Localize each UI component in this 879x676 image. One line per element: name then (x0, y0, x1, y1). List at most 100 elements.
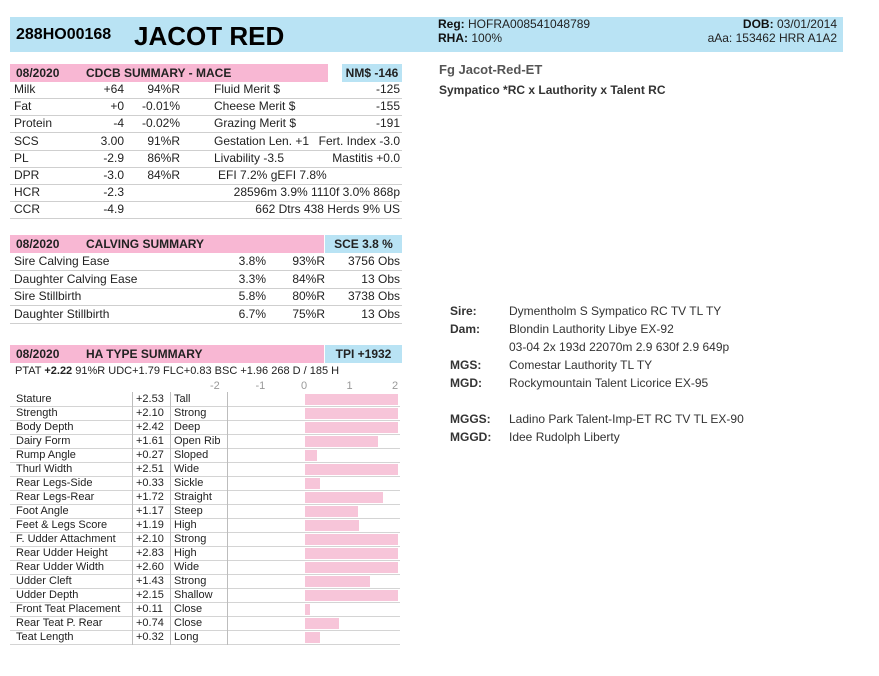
cdcb-trait: PL (14, 150, 29, 165)
tpi-badge: TPI +1932 (325, 345, 402, 363)
type-trait-row: F. Udder Attachment +2.10 Strong (10, 532, 400, 547)
bull-name: JACOT RED (134, 21, 285, 51)
trait-descriptor: Deep (174, 421, 201, 433)
cdcb-row: HCR -2.3 28596m 3.9% 1110f 3.0% 868p (10, 184, 402, 203)
type-trait-row: Rear Udder Height +2.83 High (10, 546, 400, 561)
scale-tick-label: 2 (392, 380, 399, 392)
cdcb-trait: DPR (14, 168, 40, 182)
ptat-value: +2.22 (44, 365, 73, 377)
trait-bar (305, 492, 384, 503)
trait-bar (305, 506, 359, 517)
type-trait-row: Rear Legs-Side +0.33 Sickle (10, 476, 400, 491)
trait-descriptor: High (174, 547, 197, 559)
cdcb-index-label: Gestation Len. +1 (214, 133, 310, 148)
trait-value: +2.10 (136, 533, 164, 545)
trait-name: Stature (16, 393, 52, 405)
calving-pct: 5.8% (238, 289, 266, 303)
calving-rel: 75%R (292, 306, 325, 321)
calving-obs: 3756 Obs (347, 254, 400, 268)
trait-value: +0.11 (136, 603, 164, 615)
cdcb-index-value: Mastitis +0.0 (332, 150, 400, 165)
type-title-bg (10, 345, 324, 363)
trait-value: +2.10 (136, 407, 164, 419)
cdcb-value: +0 (110, 99, 124, 114)
cdcb-index-label: Livability -3.5 (214, 150, 285, 165)
trait-name: Front Teat Placement (16, 603, 121, 615)
trait-bar (305, 562, 399, 573)
registration: Reg: HOFRA008541048789 (438, 18, 590, 31)
cdcb-row: Fat +0 -0.01% Cheese Merit $ -155 (10, 98, 402, 117)
cdcb-trait: CCR (14, 202, 40, 217)
cdcb-rel: 94%R (147, 82, 180, 96)
sce-badge: SCE 3.8 % (325, 235, 402, 253)
calving-pct: 3.8% (238, 254, 266, 268)
trait-descriptor: Strong (174, 575, 207, 587)
trait-bar (305, 534, 399, 545)
trait-descriptor: Close (174, 603, 203, 615)
scale-tick-label: -1 (255, 380, 266, 392)
trait-name: Udder Cleft (16, 575, 72, 587)
trait-value: +1.61 (136, 435, 164, 447)
cdcb-value: -2.3 (103, 185, 124, 200)
pedigree-label: MGD: (450, 376, 482, 390)
cdcb-rel: 84%R (147, 168, 180, 182)
cdcb-trait: Protein (14, 116, 53, 131)
trait-descriptor: Straight (174, 491, 212, 503)
trait-descriptor: Wide (174, 561, 200, 573)
trait-bar (305, 464, 399, 475)
trait-name: Teat Length (16, 631, 74, 643)
calving-pct: 3.3% (238, 271, 266, 286)
rha-value: 100% (471, 31, 503, 45)
cdcb-index-value: -125 (375, 82, 400, 96)
cdcb-title-bar: NM$ -146 08/2020 CDCB SUMMARY - MACE (10, 64, 402, 82)
dob-value: 03/01/2014 (776, 17, 837, 31)
cdcb-index-value: -155 (375, 99, 400, 114)
pedigree-value: Ladino Park Talent-Imp-ET RC TV TL EX-90 (509, 412, 744, 426)
pedigree-value: Blondin Lauthority Libye EX-92 (509, 322, 674, 336)
trait-value: +2.53 (136, 393, 164, 405)
trait-descriptor: High (174, 519, 197, 531)
cdcb-row: DPR -3.0 84%R EFI 7.2% gEFI 7.8% (10, 167, 402, 185)
calving-obs: 3738 Obs (347, 289, 400, 303)
type-trait-row: Rear Teat P. Rear +0.74 Close (10, 616, 400, 631)
trait-bar (305, 422, 399, 433)
trait-descriptor: Long (174, 631, 199, 643)
calving-row: Sire Stillbirth 5.8% 80%R 3738 Obs (10, 288, 402, 306)
trait-bar (305, 436, 379, 447)
pedigree-label: MGS: (450, 358, 482, 372)
cdcb-row: Protein -4 -0.02% Grazing Merit $ -191 (10, 115, 402, 134)
trait-bar (305, 520, 360, 531)
calving-rel: 80%R (292, 289, 325, 303)
type-trait-row: Rear Legs-Rear +1.72 Straight (10, 490, 400, 505)
dob: DOB: 03/01/2014 (743, 18, 837, 31)
cdcb-row: PL -2.9 86%R Livability -3.5 Mastitis +0.0 (10, 150, 402, 168)
calving-label: Daughter Calving Ease (14, 271, 138, 286)
trait-descriptor: Shallow (174, 589, 213, 601)
cdcb-trait: Fat (14, 99, 32, 114)
type-trait-row: Body Depth +2.42 Deep (10, 420, 400, 435)
cdcb-value: -2.9 (103, 150, 124, 165)
trait-value: +2.83 (136, 547, 164, 559)
type-title: HA TYPE SUMMARY (86, 347, 203, 361)
cdcb-rel: 91%R (147, 133, 180, 148)
cdcb-index-value: -191 (375, 116, 400, 131)
trait-value: +2.51 (136, 463, 164, 475)
pedigree-value: Dymentholm S Sympatico RC TV TL TY (509, 304, 722, 318)
type-trait-row: Udder Depth +2.15 Shallow (10, 588, 400, 603)
cdcb-value: -4.9 (103, 202, 124, 217)
type-trait-row: Rump Angle +0.27 Sloped (10, 448, 400, 463)
reg-value: HOFRA008541048789 (468, 17, 591, 31)
type-trait-row: Feet & Legs Score +1.19 High (10, 518, 400, 533)
calving-label: Sire Calving Ease (14, 254, 110, 268)
trait-bar (305, 478, 320, 489)
calving-pct: 6.7% (238, 306, 266, 321)
calving-row: Daughter Stillbirth 6.7% 75%R 13 Obs (10, 306, 402, 324)
trait-descriptor: Tall (174, 393, 191, 405)
cdcb-row: CCR -4.9 662 Dtrs 438 Herds 9% US (10, 201, 402, 220)
calving-date: 08/2020 (16, 237, 60, 251)
cdcb-title-bg (10, 64, 328, 82)
calving-title: CALVING SUMMARY (86, 237, 204, 251)
type-date: 08/2020 (16, 347, 60, 361)
trait-bar (305, 394, 399, 405)
type-trait-row: Thurl Width +2.51 Wide (10, 462, 400, 477)
